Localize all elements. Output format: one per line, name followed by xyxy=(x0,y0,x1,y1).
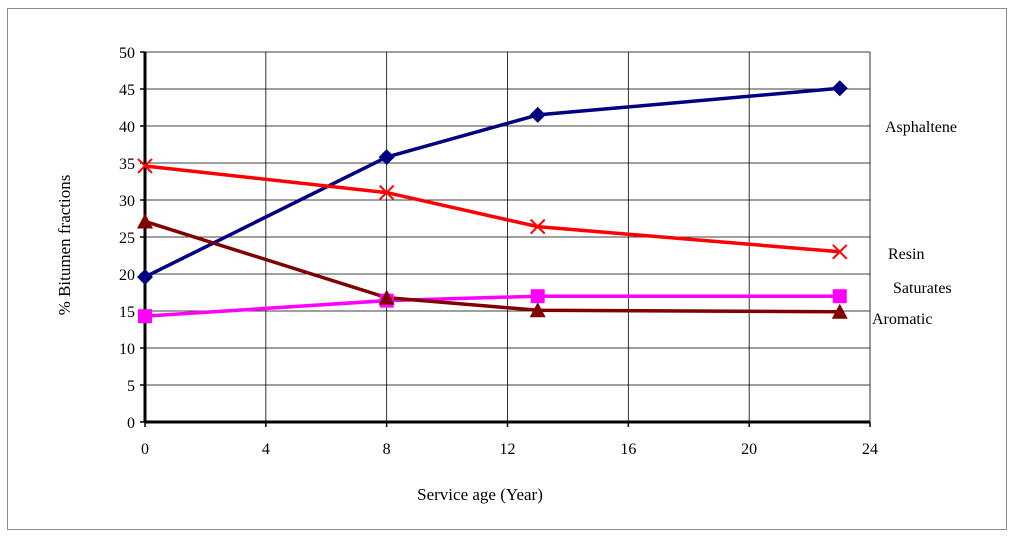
series-line-resin xyxy=(144,164,840,254)
data-point-saturates xyxy=(530,289,545,304)
y-axis-label: % Bitumen fractions xyxy=(55,175,74,316)
data-point-aromatic xyxy=(529,302,546,318)
y-tick-label: 20 xyxy=(119,267,135,284)
y-tick-label: 30 xyxy=(119,193,135,210)
data-point-asphaltene xyxy=(529,106,546,123)
y-tick-label: 0 xyxy=(127,415,135,432)
x-marker-stroke xyxy=(378,184,395,201)
x-tick-label: 24 xyxy=(862,441,878,458)
series-lines xyxy=(144,86,840,318)
data-point-resin xyxy=(378,184,395,201)
x-tick-label: 20 xyxy=(741,441,757,458)
series-line-asphaltene xyxy=(144,86,840,279)
data-point-resin xyxy=(530,218,546,235)
y-tick-label: 35 xyxy=(119,156,135,173)
data-point-asphaltene xyxy=(378,149,395,166)
data-point-asphaltene xyxy=(831,80,848,97)
x-tick-label: 8 xyxy=(383,441,391,458)
series-markers xyxy=(137,80,848,324)
series-label-asphaltene: Asphaltene xyxy=(885,119,957,136)
data-point-resin xyxy=(832,244,848,260)
series-line-saturates xyxy=(144,294,840,318)
x-marker-stroke xyxy=(137,158,153,174)
grid xyxy=(144,51,871,423)
series-label-resin: Resin xyxy=(888,246,924,263)
data-point-aromatic xyxy=(831,303,848,319)
x-marker-stroke xyxy=(530,218,546,235)
series-label-saturates: Saturates xyxy=(893,280,952,297)
y-tick-label: 10 xyxy=(119,341,135,358)
x-tick-label: 16 xyxy=(620,441,636,458)
data-point-saturates xyxy=(832,289,847,304)
y-tick-label: 40 xyxy=(119,119,135,136)
data-point-aromatic xyxy=(378,289,395,305)
y-tick-label: 50 xyxy=(119,45,135,62)
x-tick-label: 0 xyxy=(141,441,149,458)
x-marker-stroke xyxy=(832,244,848,260)
data-point-aromatic xyxy=(137,213,153,229)
y-tick-label: 15 xyxy=(119,304,135,321)
x-tick-label: 4 xyxy=(262,441,270,458)
data-point-resin xyxy=(137,158,153,174)
data-point-saturates xyxy=(138,309,152,324)
series-line-aromatic xyxy=(144,219,840,314)
y-tick-label: 45 xyxy=(119,82,135,99)
x-axis-label: Service age (Year) xyxy=(417,485,543,504)
data-point-asphaltene xyxy=(137,268,153,285)
x-tick-label: 12 xyxy=(500,441,516,458)
y-tick-label: 25 xyxy=(119,230,135,247)
series-label-aromatic: Aromatic xyxy=(872,311,932,328)
series-labels: Asphaltene Resin Saturates Aromatic xyxy=(872,119,957,328)
y-tick-label: 5 xyxy=(127,378,135,395)
ticks: 0 5 10 15 20 25 30 35 40 45 50 0 4 8 12 16 20 24 xyxy=(119,45,878,458)
